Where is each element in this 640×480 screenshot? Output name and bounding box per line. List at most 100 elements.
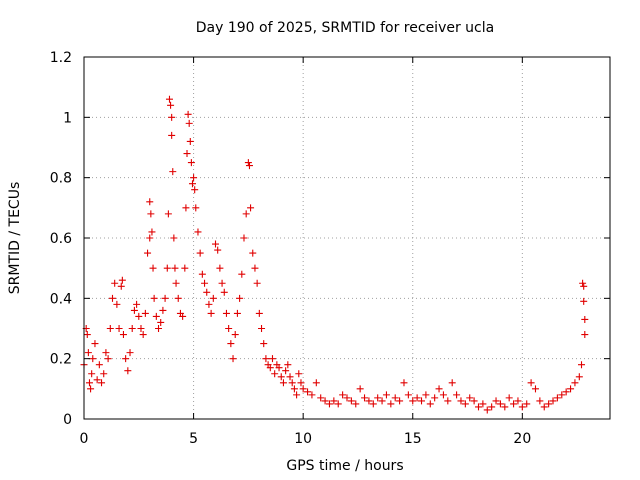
data-point (233, 309, 241, 317)
data-point (117, 282, 125, 290)
data-point (88, 370, 96, 378)
data-point (562, 388, 570, 396)
data-point (222, 309, 230, 317)
data-point (236, 294, 244, 302)
data-point (297, 379, 305, 387)
data-point (205, 300, 213, 308)
data-point (514, 397, 522, 405)
data-point (404, 391, 412, 399)
data-point (580, 297, 588, 305)
data-point (553, 394, 561, 402)
data-point (85, 379, 93, 387)
data-point (146, 234, 154, 242)
data-point (558, 391, 566, 399)
y-tick-label: 0 (63, 412, 72, 428)
data-point (334, 400, 342, 408)
data-point (581, 331, 589, 339)
data-point (255, 309, 263, 317)
data-point (492, 397, 500, 405)
data-point (214, 246, 222, 254)
data-point (185, 119, 193, 127)
data-point (198, 270, 206, 278)
data-point (184, 110, 192, 118)
x-axis-label: GPS time / hours (286, 458, 403, 474)
x-tick-label: 10 (294, 431, 312, 447)
data-point (150, 294, 158, 302)
data-point (95, 361, 103, 369)
data-point (171, 264, 179, 272)
data-point (418, 397, 426, 405)
data-point (128, 325, 136, 332)
data-point (93, 376, 101, 384)
data-point (579, 279, 587, 287)
data-point (523, 400, 531, 408)
data-point (231, 331, 239, 339)
data-point (137, 325, 145, 332)
data-point (196, 249, 204, 257)
data-point (540, 403, 548, 411)
data-point (167, 101, 175, 109)
data-point (203, 288, 211, 296)
data-point (89, 355, 97, 363)
data-point (282, 367, 290, 375)
data-point (448, 379, 456, 387)
y-tick-label: 0.6 (50, 231, 72, 247)
data-point (453, 391, 461, 399)
data-point (115, 325, 123, 332)
data-point (194, 228, 202, 236)
data-point (164, 210, 172, 218)
data-point (165, 95, 173, 103)
data-point (113, 300, 121, 308)
data-point (435, 385, 443, 393)
data-point (100, 370, 108, 378)
data-point (290, 385, 298, 393)
data-point (190, 174, 198, 182)
data-point (191, 186, 199, 194)
data-point (169, 168, 177, 176)
data-point (152, 312, 160, 320)
data-point (147, 210, 155, 218)
data-point (91, 340, 99, 348)
data-point (527, 379, 535, 387)
grid-lines (84, 57, 610, 419)
data-point (580, 282, 588, 290)
data-point (209, 294, 217, 302)
data-point (181, 264, 189, 272)
data-point (339, 391, 347, 399)
data-point (238, 270, 246, 278)
data-point (387, 400, 395, 408)
data-points (80, 95, 589, 414)
data-point (260, 340, 268, 348)
data-point (382, 391, 390, 399)
data-point (343, 394, 351, 402)
data-point (321, 397, 329, 405)
data-point (271, 370, 279, 378)
data-point (170, 234, 178, 242)
data-point (141, 309, 149, 317)
data-point (567, 385, 575, 393)
data-point (249, 249, 257, 257)
data-point (400, 379, 408, 387)
data-point (531, 385, 539, 393)
data-point (163, 264, 171, 272)
data-point (293, 391, 301, 399)
data-point (258, 325, 266, 332)
data-point (391, 394, 399, 402)
data-point (299, 385, 307, 393)
data-point (207, 309, 215, 317)
y-tick-label: 1.2 (50, 50, 72, 66)
data-point (159, 306, 167, 314)
data-point (245, 162, 253, 170)
data-point (330, 397, 338, 405)
data-point (98, 379, 106, 387)
data-point (229, 355, 237, 363)
data-point (461, 400, 469, 408)
data-point (304, 388, 312, 396)
data-point (212, 240, 219, 248)
data-point (518, 403, 526, 411)
data-point (108, 294, 116, 302)
data-point (510, 400, 518, 408)
data-point (356, 385, 364, 393)
